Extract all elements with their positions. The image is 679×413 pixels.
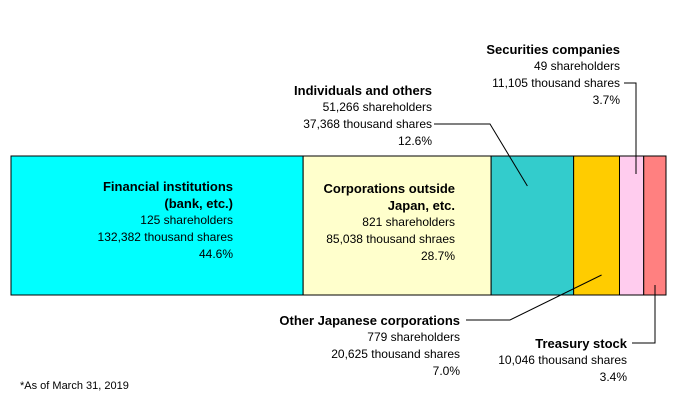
percent-label: 3.4% <box>599 370 627 384</box>
shares-amount: 37,368 thousand shares <box>303 117 432 131</box>
leader-line-individuals <box>434 123 528 187</box>
percent-label: 28.7% <box>420 249 455 263</box>
shareholders-count: 779 shareholders <box>367 330 460 344</box>
segment-name: Securities companies <box>486 42 620 57</box>
leader-line-securities <box>624 82 637 174</box>
label-corporations-outside-japan: Corporations outside Japan, etc. 821 sha… <box>324 180 455 265</box>
bar-segment-treasury-stock <box>643 155 667 296</box>
shares-amount: 20,625 thousand shares <box>331 347 460 361</box>
label-treasury-stock: Treasury stock 10,046 thousand shares 3.… <box>498 335 627 386</box>
segment-name: Treasury stock <box>535 336 627 351</box>
percent-label: 7.0% <box>432 364 460 378</box>
percent-label: 3.7% <box>592 93 620 107</box>
shares-amount: 132,382 thousand shares <box>97 230 233 244</box>
label-securities-companies: Securities companies 49 shareholders 11,… <box>486 41 620 109</box>
segment-name-line: Japan, etc. <box>387 198 455 213</box>
segment-name-line: Corporations outside <box>323 181 455 196</box>
bar-segment-financial-institutions-bank-etc <box>10 155 304 296</box>
shareholders-count: 821 shareholders <box>362 215 455 229</box>
shareholders-count: 51,266 shareholders <box>322 100 432 114</box>
shareholders-count: 125 shareholders <box>140 213 233 227</box>
percent-label: 12.6% <box>397 134 432 148</box>
bar-segment-individuals-and-others <box>490 155 575 296</box>
segment-name: Individuals and others <box>294 83 432 98</box>
footnote: *As of March 31, 2019 <box>20 380 129 392</box>
shareholders-count: 49 shareholders <box>533 59 620 73</box>
percent-label: 44.6% <box>198 247 233 261</box>
segment-name-line: (bank, etc.) <box>164 196 233 211</box>
label-other-japanese-corporations: Other Japanese corporations 779 sharehol… <box>279 312 460 380</box>
segment-name: Other Japanese corporations <box>279 313 460 328</box>
leader-line-treasury <box>632 285 656 344</box>
bar-segment-securities-companies <box>619 155 645 296</box>
bar-segment-other-japanese-corporations <box>573 155 620 296</box>
leader-line-other-japanese <box>466 274 602 321</box>
label-financial-institutions: Financial institutions (bank, etc.) 125 … <box>98 178 233 263</box>
shares-amount: 11,105 thousand shares <box>492 76 620 90</box>
label-individuals-and-others: Individuals and others 51,266 shareholde… <box>294 82 432 150</box>
shares-amount: 10,046 thousand shares <box>498 353 627 367</box>
segment-name-line: Financial institutions <box>102 179 233 194</box>
shares-amount: 85,038 thousand shraes <box>326 232 455 246</box>
bar-segment-corporations-outside-japan-etc <box>302 155 492 296</box>
